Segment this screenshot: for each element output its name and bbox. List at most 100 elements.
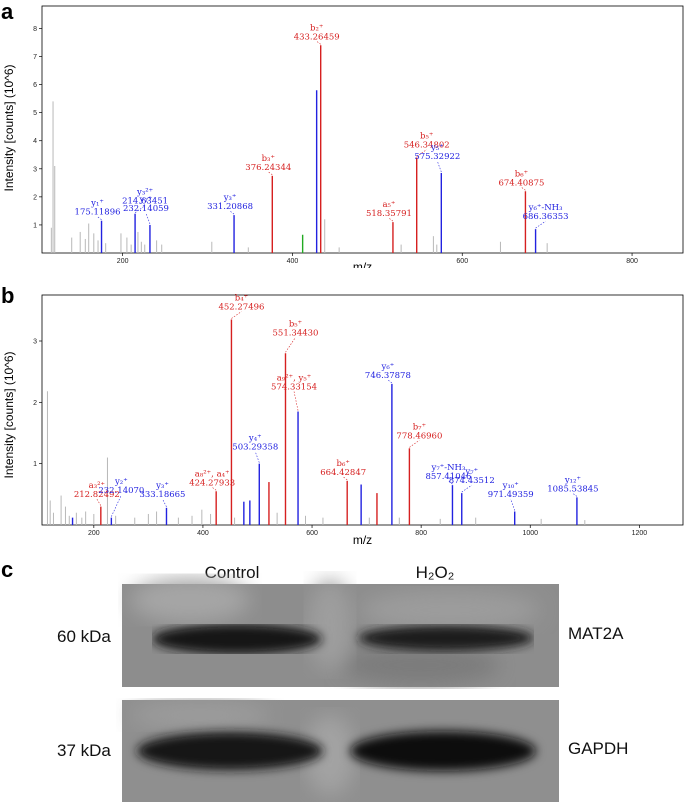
y-tick-label: 2: [33, 194, 37, 201]
y-tick-label: 4: [33, 138, 37, 145]
peak-mz-label: 232.14070: [98, 486, 144, 496]
blot-row-mat2a: [122, 578, 559, 687]
peak-mz-label: 503.29358: [232, 443, 278, 453]
spectrum-chart-a: a 1 2 3 4 5 6 7 8 200 400 600 800 Intensity [counts]…: [1, 0, 684, 268]
annotation-leader: [162, 498, 167, 507]
annotation-leader: [572, 493, 578, 497]
panel-letter-b: b: [1, 285, 14, 308]
peak-mz-label: 874.43512: [449, 476, 495, 486]
peak-ion-label: y₄⁺: [248, 434, 262, 444]
plot-frame: [41, 5, 684, 254]
band-gapdh-control: [137, 732, 323, 770]
peak-ion-label: y₁₂⁺: [564, 475, 581, 485]
peak-ion-label: y₇⁺-NH₃: [431, 463, 466, 473]
peak-mz-label: 546.34802: [404, 141, 450, 151]
x-axis-label: m/z: [353, 533, 372, 547]
x-tick-label: 600: [456, 258, 468, 265]
annotation-leader: [268, 171, 273, 176]
peak-ion-label: b₇⁺: [413, 422, 426, 432]
x-tick-label: 400: [287, 258, 299, 265]
annotation-leader: [461, 484, 472, 493]
peak-ion-label: y₃⁺: [155, 481, 169, 491]
peak-ion-label: y₁₀⁺: [502, 481, 519, 491]
peak-ion-label: y₁⁺: [90, 199, 104, 209]
blot-row-gapdh: [122, 700, 559, 802]
x-tick-label: 200: [117, 258, 129, 265]
peak-ion-label: y₂⁺: [139, 195, 153, 205]
peak-ion-label: b₄⁺: [235, 294, 248, 304]
peak-mz-label: 175.11896: [75, 208, 121, 218]
annotation-leader: [535, 220, 546, 229]
peak-mz-label: 376.24344: [245, 163, 291, 173]
peak-ion-label: b₂⁺: [310, 23, 323, 33]
peak-mz-label: 686.36353: [523, 212, 569, 222]
peak-ion-label: y₆⁺-NH₃: [528, 203, 563, 213]
annotation-leader: [387, 379, 393, 384]
western-blot-panel: c Control H₂O₂ 60 kDa MAT2A 37 kDa GAPDH: [1, 557, 628, 802]
peak-mz-label: 518.35791: [366, 209, 412, 219]
annotation-leader: [229, 210, 235, 215]
annotation-leader: [145, 212, 151, 225]
peak-mz-label: 333.18665: [139, 490, 185, 500]
annotation-leader: [96, 498, 102, 506]
peak-mz-label: 452.27496: [218, 303, 264, 313]
peak-mz-label: 212.82492: [74, 490, 120, 500]
panel-letter-c: c: [1, 557, 13, 582]
y-tick-label: 1: [33, 461, 37, 468]
plot-frame: [41, 294, 684, 526]
peak-ion-label: b₅⁺: [289, 319, 302, 329]
peak-ion-label: b₃⁺: [262, 154, 275, 164]
x-tick-label: 800: [626, 258, 638, 265]
annotation-leader: [97, 216, 102, 220]
peak-ion-label: b₆⁺: [515, 169, 528, 179]
peak-ion-label: y₂⁺: [114, 477, 128, 487]
peak-mz-label: 664.42847: [320, 468, 366, 478]
peak-ion-label: b₅⁺: [420, 132, 433, 142]
annotation-leader: [316, 41, 321, 45]
y-tick-label: 3: [33, 339, 37, 346]
annotation-leader: [521, 187, 526, 191]
y-tick-label: 3: [33, 166, 37, 173]
peak-mz-label: 575.32922: [414, 152, 460, 162]
peak-ion-label: a₈²⁺, a₄⁺: [195, 469, 230, 479]
protein-label-mat2a: MAT2A: [568, 624, 624, 643]
peak-ion-label: a₃²⁺: [89, 481, 105, 491]
annotation-leader: [343, 476, 348, 481]
panel-letter-a: a: [1, 0, 14, 24]
annotation-leader: [510, 498, 515, 511]
peak-mz-label: 1085.53845: [547, 484, 598, 494]
peak-ion-label: y₇⁺: [464, 467, 478, 477]
annotation-leader: [111, 494, 122, 517]
peak-mz-label: 971.49359: [488, 490, 534, 500]
x-tick-label: 600: [306, 530, 318, 537]
annotation-leader: [285, 337, 296, 353]
y-tick-label: 6: [33, 82, 37, 89]
x-tick-label: 1000: [522, 530, 538, 537]
peak-mz-label: 574.33154: [271, 383, 317, 393]
y-tick-label: 7: [33, 54, 37, 61]
annotation-leader: [134, 205, 146, 213]
y-axis-label: Intensity [counts] (10^6): [2, 64, 16, 191]
peak-mz-label: 331.20868: [207, 202, 253, 212]
band-mat2a-control: [152, 624, 322, 654]
annotation-leader: [448, 480, 453, 485]
peak-ion-label: y₃⁺: [223, 193, 237, 203]
annotation-leader: [231, 311, 242, 319]
x-tick-label: 800: [415, 530, 427, 537]
peak-mz-label: 214.63451: [122, 197, 168, 207]
annotation-leader: [254, 451, 260, 463]
peak-mz-label: 232.14059: [123, 204, 169, 214]
x-axis-label: m/z: [353, 260, 372, 268]
peak-mz-label: 746.37878: [365, 371, 411, 381]
annotation-leader: [437, 160, 442, 173]
annotation-leader: [388, 217, 394, 222]
peak-ion-label: a₅⁺: [382, 200, 395, 210]
protein-label-gapdh: GAPDH: [568, 739, 628, 758]
x-tick-label: 200: [88, 530, 100, 537]
kda-label-60: 60 kDa: [57, 627, 111, 646]
annotation-leader: [409, 440, 420, 448]
annotation-leader: [416, 149, 427, 157]
band-mat2a-h2o2: [358, 625, 534, 651]
y-tick-label: 2: [33, 400, 37, 407]
peak-mz-label: 857.41046: [425, 472, 471, 482]
